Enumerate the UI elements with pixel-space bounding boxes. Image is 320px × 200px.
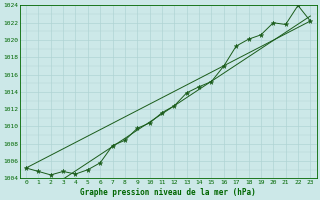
X-axis label: Graphe pression niveau de la mer (hPa): Graphe pression niveau de la mer (hPa): [80, 188, 256, 197]
